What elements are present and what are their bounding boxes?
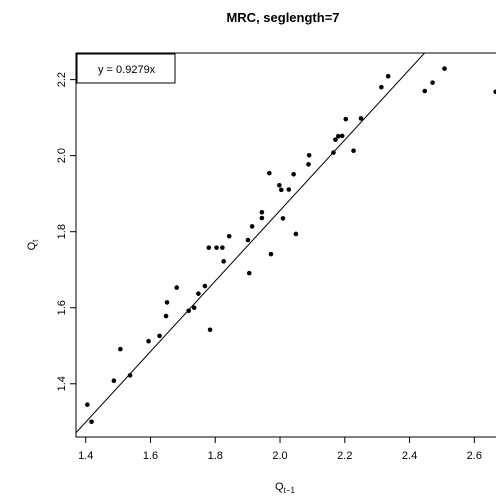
data-point-46	[442, 66, 447, 71]
data-point-0	[85, 402, 90, 407]
data-points	[85, 66, 496, 425]
y-tick-label-2: 1.8	[56, 224, 68, 239]
data-point-23	[259, 215, 265, 221]
chart-title: MRC, seglength=7	[226, 10, 339, 25]
data-point-40	[351, 148, 356, 154]
data-point-31	[291, 171, 296, 177]
y-tick-label-4: 2.2	[56, 72, 68, 87]
data-point-47	[493, 89, 496, 95]
data-point-21	[246, 270, 252, 276]
x-axis-label-subscript: t−1	[284, 486, 296, 495]
data-point-26	[268, 251, 274, 257]
data-point-7	[163, 313, 169, 319]
data-point-11	[191, 305, 197, 311]
data-point-8	[164, 300, 170, 305]
data-point-35	[331, 150, 336, 155]
data-point-1	[89, 419, 94, 425]
legend: y = 0.9279x	[76, 53, 176, 84]
data-point-12	[196, 291, 201, 296]
data-point-18	[221, 259, 226, 264]
data-point-29	[280, 216, 286, 221]
y-tick-label-3: 2.0	[56, 148, 68, 163]
y-tick-label-0: 1.4	[56, 376, 68, 391]
data-point-3	[118, 346, 123, 352]
data-point-24	[259, 210, 265, 215]
data-point-9	[174, 285, 180, 290]
data-point-43	[385, 73, 391, 79]
data-point-20	[245, 237, 251, 243]
regression-line	[76, 53, 426, 434]
data-point-44	[422, 88, 428, 94]
data-point-39	[343, 116, 349, 122]
data-point-22	[249, 224, 255, 229]
data-point-15	[207, 327, 213, 333]
x-axis-label-main: Q	[275, 481, 284, 493]
data-point-6	[157, 333, 162, 339]
x-tick-label-3: 2.0	[272, 450, 287, 462]
data-point-38	[339, 133, 345, 139]
data-point-36	[333, 137, 338, 142]
x-tick-label-1: 1.6	[143, 450, 158, 462]
y-axis-label: Qt	[26, 239, 40, 251]
data-point-27	[277, 183, 282, 188]
data-point-10	[186, 308, 191, 314]
plot-frame	[75, 52, 496, 438]
data-point-4	[127, 373, 133, 378]
legend-box	[76, 53, 176, 84]
data-point-28	[279, 187, 284, 193]
y-tick-label-1: 1.6	[56, 300, 68, 315]
data-point-13	[202, 283, 208, 289]
data-point-34	[306, 152, 312, 158]
data-point-25	[267, 170, 272, 176]
data-point-16	[214, 245, 219, 250]
data-point-45	[430, 80, 435, 85]
legend-label: y = 0.9279x	[98, 64, 156, 76]
data-point-2	[111, 378, 117, 384]
x-tick-label-4: 2.2	[337, 450, 352, 462]
y-axis-label-subscript: t	[31, 239, 40, 242]
data-point-37	[336, 133, 341, 139]
data-point-17	[220, 245, 225, 250]
x-axis: 1.4 1.6 1.8 2.0 2.2 2.4 2.6	[78, 437, 482, 462]
data-point-14	[206, 245, 212, 250]
data-point-30	[286, 187, 292, 192]
data-point-19	[226, 233, 232, 239]
x-tick-label-6: 2.6	[467, 450, 482, 462]
y-axis-label-main: Q	[26, 241, 38, 250]
x-tick-label-5: 2.4	[402, 450, 417, 462]
x-tick-label-2: 1.8	[208, 450, 223, 462]
data-point-41	[358, 116, 364, 121]
data-point-5	[146, 338, 151, 344]
data-point-32	[293, 231, 299, 237]
data-point-42	[379, 84, 384, 90]
y-axis: 1.4 1.6 1.8 2.0 2.2	[56, 72, 76, 391]
x-tick-label-0: 1.4	[78, 450, 93, 462]
x-axis-label: Qt−1	[275, 481, 295, 495]
data-point-33	[306, 162, 311, 167]
